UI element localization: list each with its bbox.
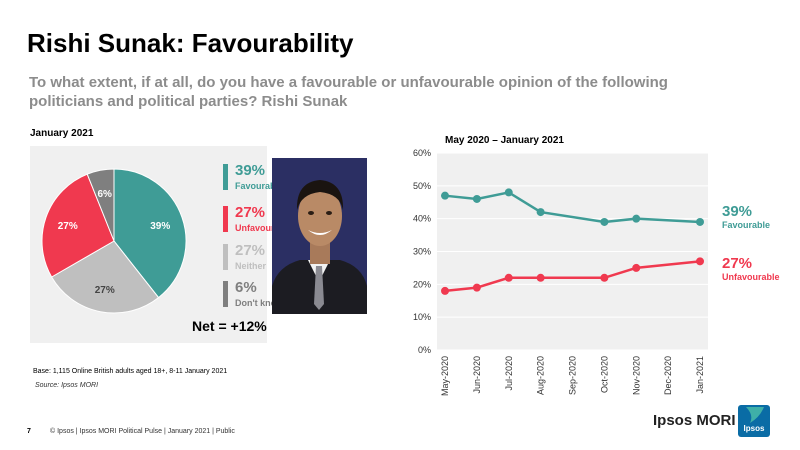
x-tick-label: Aug-2020 xyxy=(536,356,546,395)
x-tick-label: May-2020 xyxy=(440,356,450,396)
data-point-unfavourable xyxy=(441,286,449,295)
end-label-favourable: 39% Favourable xyxy=(722,203,770,230)
footer-text: © Ipsos | Ipsos MORI Political Pulse | J… xyxy=(50,428,235,435)
y-tick-label: 0% xyxy=(418,345,431,355)
legend-swatch-dont-know xyxy=(223,281,228,307)
x-tick-label: Jan-2021 xyxy=(695,356,705,394)
brand-name: Ipsos MORI xyxy=(653,412,736,429)
y-tick-label: 40% xyxy=(413,214,431,224)
pie-panel: 39% 27% 27% 6% 39% Favourable 27% Unfavoura… xyxy=(30,146,293,343)
y-tick-label: 20% xyxy=(413,279,431,289)
page-number: 7 xyxy=(27,428,31,435)
base-note: Base: 1,115 Online British adults aged 1… xyxy=(33,368,228,375)
line-chart: 0% 10% 20% 30% 40% 50% 60% May-2020 Jun-2020 Jul-… xyxy=(413,148,708,396)
y-tick-label: 50% xyxy=(413,181,431,191)
data-point-unfavourable xyxy=(600,273,609,282)
end-pct-unfavourable: 27% xyxy=(722,255,753,272)
end-label-unfavourable: 27% Unfavourable xyxy=(722,255,780,282)
data-point-favourable xyxy=(696,217,704,226)
pie-period-label: January 2021 xyxy=(30,128,94,139)
legend-swatch-unfavourable xyxy=(223,206,228,232)
legend-label-dont-know: Don't know xyxy=(235,298,284,308)
data-point-favourable xyxy=(600,217,609,226)
legend-label-unfavourable: Unfavourable xyxy=(235,223,293,233)
legend-pct-unfavourable: 27% xyxy=(235,204,266,221)
legend-label-favourable: Favourable xyxy=(235,181,284,191)
end-label-text-favourable: Favourable xyxy=(722,220,771,230)
survey-question: To what extent, if at all, do you have a… xyxy=(29,74,668,110)
y-tick-label: 60% xyxy=(413,148,431,158)
legend-swatch-neither xyxy=(223,244,228,270)
data-point-unfavourable xyxy=(472,283,481,292)
pie-label-don-t-know: 6% xyxy=(98,189,113,200)
legend-pct-dont-know: 6% xyxy=(235,279,257,296)
pie-slice-favourable xyxy=(113,168,187,299)
line-period-label: May 2020 – January 2021 xyxy=(445,135,564,146)
data-point-favourable xyxy=(536,208,545,217)
data-point-unfavourable xyxy=(696,257,704,266)
pie-label-favourable: 39% xyxy=(150,221,170,232)
logo-text: Ipsos xyxy=(743,424,765,433)
pie-label-unfavourable: 27% xyxy=(58,221,78,232)
x-tick-label: Jun-2020 xyxy=(472,356,482,394)
source-note: Source: Ipsos MORI xyxy=(35,382,99,389)
end-label-text-unfavourable: Unfavourable xyxy=(722,272,780,282)
net-score: Net = +12% xyxy=(192,318,267,334)
pie-label-neither: 27% xyxy=(95,285,115,296)
y-tick-label: 10% xyxy=(413,312,431,322)
legend-label-neither: Neither xyxy=(235,261,267,271)
end-pct-favourable: 39% xyxy=(722,203,753,220)
data-point-favourable xyxy=(441,191,449,200)
legend-swatch-favourable xyxy=(223,164,228,190)
line-chart-container: 0% 10% 20% 30% 40% 50% 60% May-2020 Jun-2020 Jul-… xyxy=(400,144,720,411)
page-title: Rishi Sunak: Favourability xyxy=(27,28,354,58)
legend-pct-favourable: 39% xyxy=(235,162,266,179)
x-tick-label: Jul-2020 xyxy=(504,356,514,391)
pie-slice-don-t-know xyxy=(86,168,115,242)
x-tick-label: Sep-2020 xyxy=(568,356,578,395)
data-point-favourable xyxy=(472,194,481,203)
data-point-unfavourable xyxy=(632,263,641,272)
x-tick-label: Oct-2020 xyxy=(599,356,609,393)
portrait-photo xyxy=(272,158,367,314)
data-point-unfavourable xyxy=(536,273,545,282)
x-tick-label: Nov-2020 xyxy=(631,356,641,395)
ipsos-logo: Ipsos xyxy=(738,405,770,437)
data-point-favourable xyxy=(504,188,513,197)
legend-pct-neither: 27% xyxy=(235,242,266,259)
y-tick-label: 30% xyxy=(413,247,431,257)
data-point-favourable xyxy=(632,214,641,223)
data-point-unfavourable xyxy=(504,273,513,282)
pie-slice-unfavourable xyxy=(41,173,115,278)
x-tick-label: Dec-2020 xyxy=(663,356,673,395)
pie-slice-neither xyxy=(50,240,160,314)
pie-chart: 39% 27% 27% 6% xyxy=(41,168,187,314)
